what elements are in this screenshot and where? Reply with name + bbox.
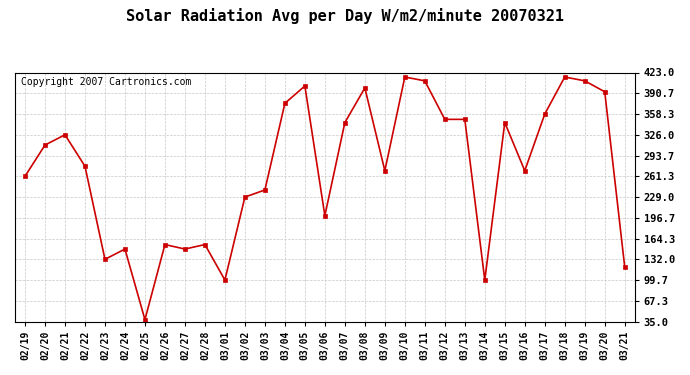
Text: Solar Radiation Avg per Day W/m2/minute 20070321: Solar Radiation Avg per Day W/m2/minute …: [126, 8, 564, 24]
Text: Copyright 2007 Cartronics.com: Copyright 2007 Cartronics.com: [21, 78, 192, 87]
